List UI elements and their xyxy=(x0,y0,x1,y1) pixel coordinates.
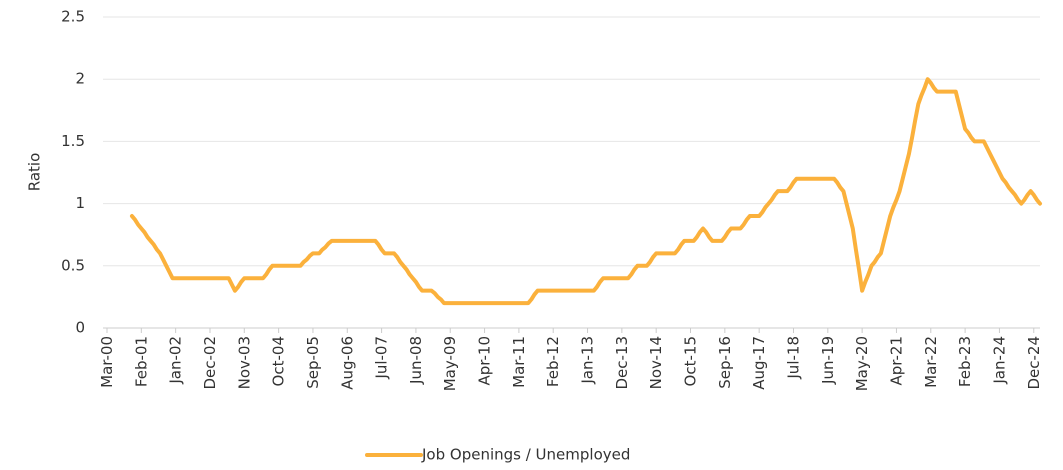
x-tick-label: Jun-08 xyxy=(407,336,425,385)
y-tick-label: 0 xyxy=(75,319,85,337)
x-tick-label: Jun-19 xyxy=(819,336,837,385)
x-tick-label: Jan-02 xyxy=(167,336,185,385)
x-tick-label: Feb-23 xyxy=(956,336,974,387)
x-tick-label: Sep-05 xyxy=(304,336,322,389)
x-tick-label: Jul-18 xyxy=(784,336,802,380)
x-tick-label: Feb-12 xyxy=(544,336,562,387)
x-tick-label: Feb-01 xyxy=(132,336,150,387)
x-tick-label: Sep-16 xyxy=(716,336,734,389)
x-tick-label: May-20 xyxy=(853,336,871,391)
x-tick-label: Oct-15 xyxy=(682,336,700,386)
y-tick-label: 1 xyxy=(75,194,85,212)
y-tick-label: 2 xyxy=(75,70,85,88)
x-tick-label: Dec-24 xyxy=(1025,336,1043,390)
y-tick-label: 1.5 xyxy=(61,132,85,150)
x-tick-label: Jan-13 xyxy=(579,336,597,385)
line xyxy=(129,77,1042,306)
y-tick-label: 2.5 xyxy=(61,8,85,26)
x-tick-label: Dec-02 xyxy=(201,336,219,390)
x-tick-label: Nov-03 xyxy=(235,336,253,389)
x-tick-label: Mar-11 xyxy=(510,336,528,388)
x-tick-label: Mar-22 xyxy=(922,336,940,388)
y-axis-title: Ratio xyxy=(26,153,44,192)
x-tick-label: Nov-14 xyxy=(647,336,665,389)
x-tick-label: Apr-10 xyxy=(476,336,494,386)
x-tick-label: Oct-04 xyxy=(270,336,288,386)
legend-label: Job Openings / Unemployed xyxy=(421,446,630,464)
x-tick-label: May-09 xyxy=(441,336,459,391)
x-tick-label: Mar-00 xyxy=(98,336,116,388)
x-tick-label: Dec-13 xyxy=(613,336,631,390)
x-tick-label: Apr-21 xyxy=(887,336,905,386)
y-tick-label: 0.5 xyxy=(61,256,85,274)
x-tick-label: Aug-17 xyxy=(750,336,768,390)
x-tick-label: Jan-24 xyxy=(990,336,1008,385)
x-tick-label: Aug-06 xyxy=(338,336,356,390)
x-tick-label: Jul-07 xyxy=(373,336,391,380)
